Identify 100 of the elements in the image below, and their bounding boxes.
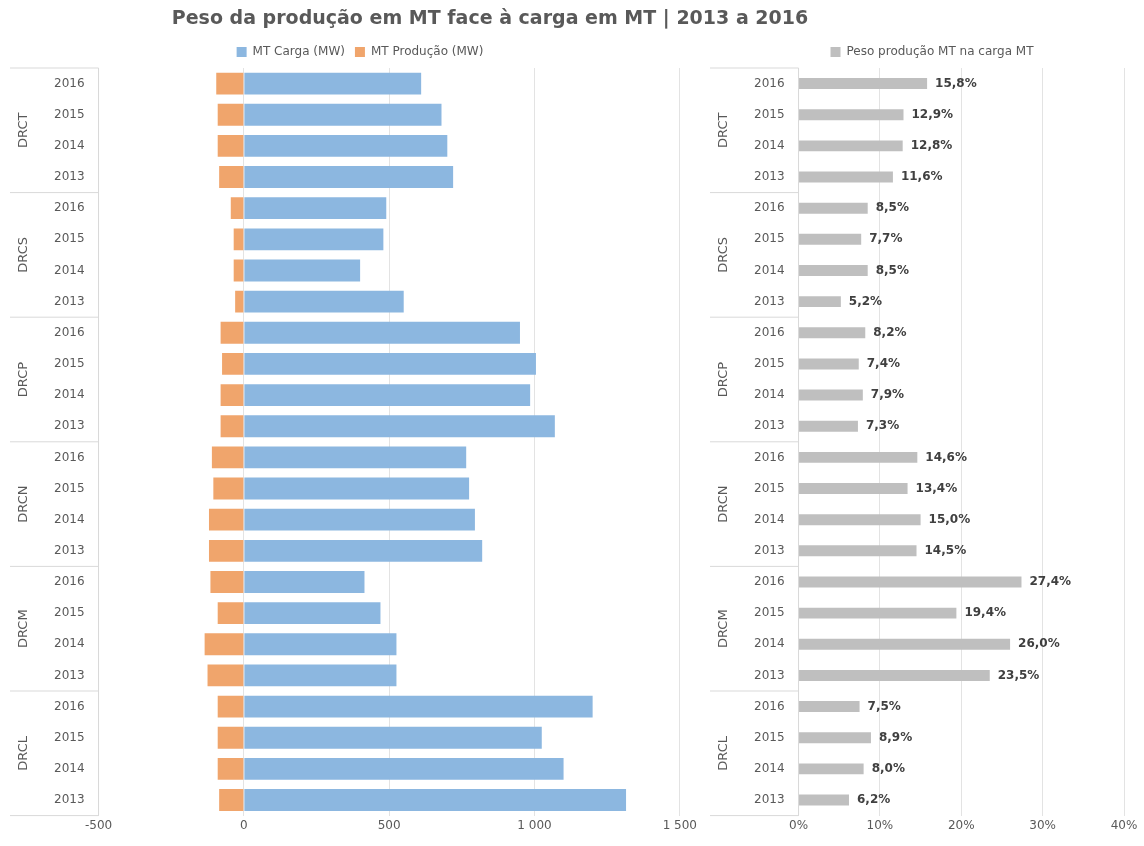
text: DRCT (715, 112, 731, 149)
bar (244, 134, 448, 157)
bar (208, 539, 244, 562)
bar (799, 233, 862, 245)
x-tick-label: 500 (377, 817, 401, 832)
text: DRCS (715, 237, 731, 273)
y-tick-label: 2013 (753, 169, 785, 184)
x-tick-label: 1 000 (517, 817, 552, 832)
bar (799, 78, 928, 90)
y-tick-label: 2013 (53, 792, 85, 807)
y-tick-label: 2014 (53, 636, 85, 651)
text: DRCM (15, 609, 31, 649)
bar (244, 103, 442, 126)
y-tick-label: 2015 (753, 231, 785, 246)
y-tick-label: 2016 (53, 574, 85, 589)
bar (207, 664, 244, 687)
y-tick-label: 2014 (53, 138, 85, 152)
y-tick-label: 2016 (753, 698, 785, 713)
bar (217, 103, 244, 126)
data-label: 23,5% (997, 667, 1040, 682)
chart-title: Peso da produção em MT face à carga em MT | 2013 a 2016 (170, 6, 810, 28)
bar (244, 508, 475, 531)
y-tick-label: 2015 (53, 480, 85, 495)
data-label: 14,5% (924, 542, 967, 557)
bar (219, 166, 244, 188)
bar (244, 757, 564, 780)
x-tick-label: 1 500 (662, 817, 697, 832)
bar (244, 539, 483, 562)
bar (799, 514, 921, 526)
y-tick-label: 2015 (53, 356, 85, 371)
data-label: 8,5% (875, 262, 909, 277)
bar (799, 701, 860, 713)
y-tick-label: 2016 (53, 698, 85, 713)
bar (210, 571, 244, 593)
bar (799, 327, 866, 339)
text: DRCL (15, 735, 31, 771)
y-tick-label: 2014 (753, 636, 785, 651)
bar (220, 321, 244, 344)
bar (222, 353, 244, 375)
data-label: 14,6% (925, 449, 967, 464)
bar (216, 72, 244, 95)
bar (213, 477, 244, 500)
x-tick-label: 30% (1029, 817, 1056, 832)
y-tick-label: 2013 (753, 418, 785, 433)
y-tick-label: 2013 (53, 418, 85, 433)
bar (233, 259, 244, 282)
bar (220, 415, 244, 438)
text: DRCS (15, 237, 31, 273)
data-label: 8,2% (873, 324, 907, 339)
y-tick-label: 2014 (53, 262, 85, 277)
bar (799, 109, 904, 121)
data-label: 7,4% (866, 356, 901, 371)
y-tick-label: 2013 (753, 792, 785, 807)
bar (235, 290, 244, 313)
bar (799, 420, 858, 432)
bar (217, 602, 244, 625)
bar (244, 166, 454, 188)
bar (244, 602, 381, 625)
y-tick-label: 2015 (753, 605, 785, 620)
bar (244, 228, 384, 251)
data-label: 8,0% (871, 761, 905, 775)
y-tick-label: 2015 (753, 106, 785, 121)
bar (799, 763, 864, 775)
bar (244, 197, 387, 220)
y-tick-label: 2015 (753, 729, 785, 744)
data-label: 13,4% (915, 480, 958, 495)
y-tick-label: 2013 (753, 542, 785, 557)
data-label: 15,0% (928, 511, 971, 526)
y-tick-label: 2016 (753, 574, 785, 589)
bar (799, 794, 849, 806)
legend-label: MT Produção (MW) (370, 44, 484, 59)
bar (799, 358, 859, 370)
y-tick-label: 2013 (53, 169, 85, 184)
data-label: 5,2% (848, 293, 883, 308)
y-tick-label: 2015 (753, 356, 785, 371)
bar (799, 483, 908, 494)
data-label: 12,8% (910, 138, 953, 152)
bar (217, 757, 244, 780)
legend-label: Peso produção MT na carga MT (846, 44, 1035, 59)
bar (799, 171, 893, 183)
bar (244, 446, 467, 469)
data-label: 12,9% (911, 106, 954, 121)
y-tick-label: 2014 (53, 387, 85, 402)
data-label: 11,6% (900, 169, 943, 184)
data-label: 26,0% (1018, 636, 1060, 651)
y-tick-label: 2014 (753, 511, 785, 526)
bar (217, 726, 244, 749)
text: DRCM (715, 609, 731, 649)
y-tick-label: 2014 (753, 138, 785, 152)
bar (244, 664, 397, 687)
y-tick-label: 2015 (53, 231, 85, 246)
y-tick-label: 2014 (753, 262, 785, 277)
y-tick-label: 2014 (753, 761, 785, 775)
x-tick-label: 20% (947, 817, 975, 832)
bar (799, 732, 871, 744)
x-tick-label: 10% (866, 817, 894, 832)
x-tick-label: 0 (240, 817, 248, 832)
bar (799, 638, 1011, 650)
bar (244, 353, 536, 375)
bar (217, 134, 244, 157)
